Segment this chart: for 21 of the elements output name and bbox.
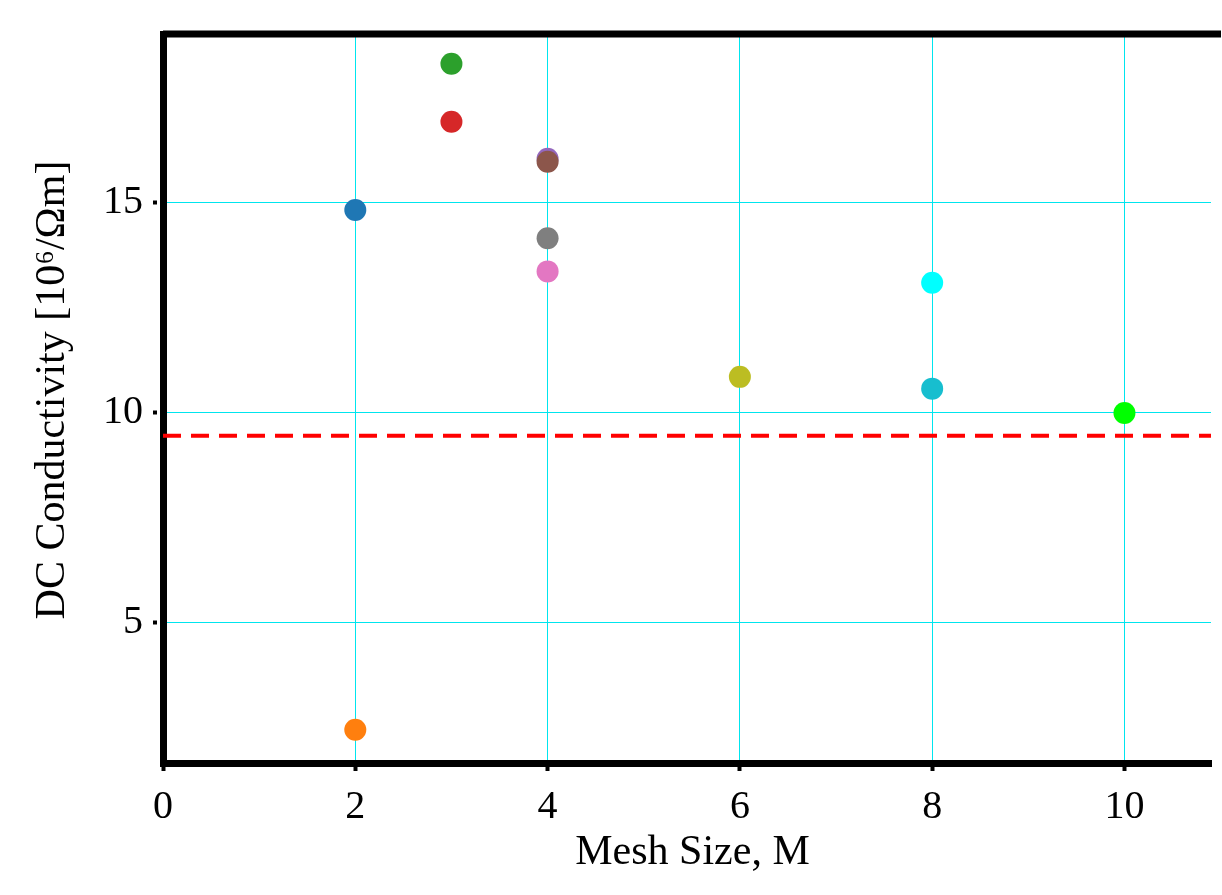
point (921, 271, 944, 294)
y-tick-label: 5 (123, 596, 143, 642)
x-tick-label: 2 (345, 781, 366, 827)
point (1113, 402, 1136, 424)
x-tick-label: 6 (729, 781, 750, 827)
y-axis-title: DC Conductivity [10⁶/Ωm] (26, 160, 74, 620)
y-tick-label: 10 (103, 386, 143, 432)
x-tick-label: 0 (153, 781, 173, 827)
point (440, 52, 463, 75)
point (921, 377, 944, 400)
y-tick-label: 15 (103, 176, 143, 222)
x-tick-label: 4 (537, 781, 558, 827)
point (536, 260, 559, 283)
x-axis-title: Mesh Size, M (574, 826, 811, 874)
point (344, 199, 367, 222)
x-tick-label: 8 (922, 781, 943, 827)
point (536, 227, 559, 250)
point (728, 365, 751, 388)
point (440, 110, 463, 133)
point (344, 718, 367, 741)
x-tick-label: 10 (1104, 781, 1145, 827)
